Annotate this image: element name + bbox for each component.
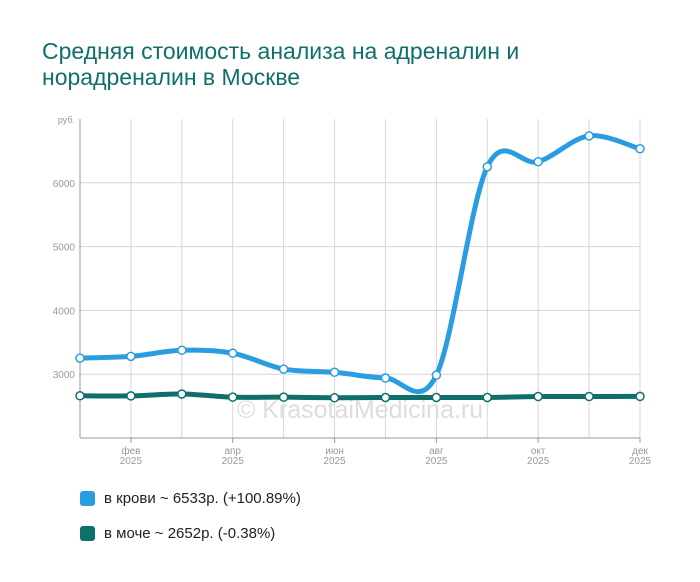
x-tick-label-year: 2025 <box>629 456 652 467</box>
x-tick-label-month: июн <box>325 446 344 457</box>
x-tick-label-year: 2025 <box>425 456 448 467</box>
x-tick-label-year: 2025 <box>120 456 143 467</box>
legend-item-urine[interactable]: в моче ~ 2652р. (-0.38%) <box>80 525 275 542</box>
x-tick-label-month: авг <box>429 446 444 457</box>
x-tick-label-year: 2025 <box>527 456 550 467</box>
data-point <box>584 131 594 141</box>
y-axis-label: руб. <box>58 115 75 125</box>
data-point <box>278 392 289 402</box>
x-tick-label-month: дек <box>632 446 648 457</box>
data-point <box>431 370 442 380</box>
data-point <box>533 156 543 167</box>
data-point <box>584 391 594 402</box>
series-line-urine <box>77 391 643 401</box>
data-point <box>177 389 187 399</box>
x-tick-label-month: апр <box>224 446 241 457</box>
series-line-blood <box>77 133 643 395</box>
x-tick-label-month: окт <box>531 446 546 457</box>
legend-label: в моче ~ 2652р. (-0.38%) <box>104 525 276 542</box>
data-point <box>482 392 493 403</box>
data-point <box>431 392 442 403</box>
legend-label: в крови ~ 6533р. (+100.89%) <box>104 490 301 507</box>
y-tick-label: 6000 <box>53 179 76 190</box>
legend-swatch <box>80 491 95 506</box>
data-point <box>227 392 238 402</box>
data-point <box>75 353 85 363</box>
data-point <box>126 351 136 362</box>
data-point <box>533 391 543 402</box>
data-point <box>380 373 391 383</box>
data-point <box>380 392 391 403</box>
chart-title: Средняя стоимость анализа на адреналин и… <box>42 38 520 90</box>
legend-item-blood[interactable]: в крови ~ 6533р. (+100.89%) <box>80 490 301 507</box>
data-point <box>75 391 85 401</box>
data-point <box>329 367 340 378</box>
data-point <box>177 345 187 356</box>
x-tick-label-year: 2025 <box>222 456 245 467</box>
y-tick-label: 3000 <box>53 370 76 381</box>
y-tick-label: 4000 <box>53 306 76 317</box>
data-point <box>635 144 645 154</box>
data-point <box>635 391 645 402</box>
y-tick-label: 5000 <box>53 243 76 254</box>
data-point <box>278 364 289 374</box>
legend-swatch <box>80 526 95 541</box>
watermark: © KrasotaiMedicina.ru <box>237 396 483 424</box>
x-tick-label-month: фев <box>121 445 140 457</box>
x-tick-label-year: 2025 <box>323 456 346 467</box>
data-point <box>482 162 493 172</box>
data-point <box>329 393 340 403</box>
data-point <box>227 348 238 358</box>
data-point <box>126 391 136 401</box>
